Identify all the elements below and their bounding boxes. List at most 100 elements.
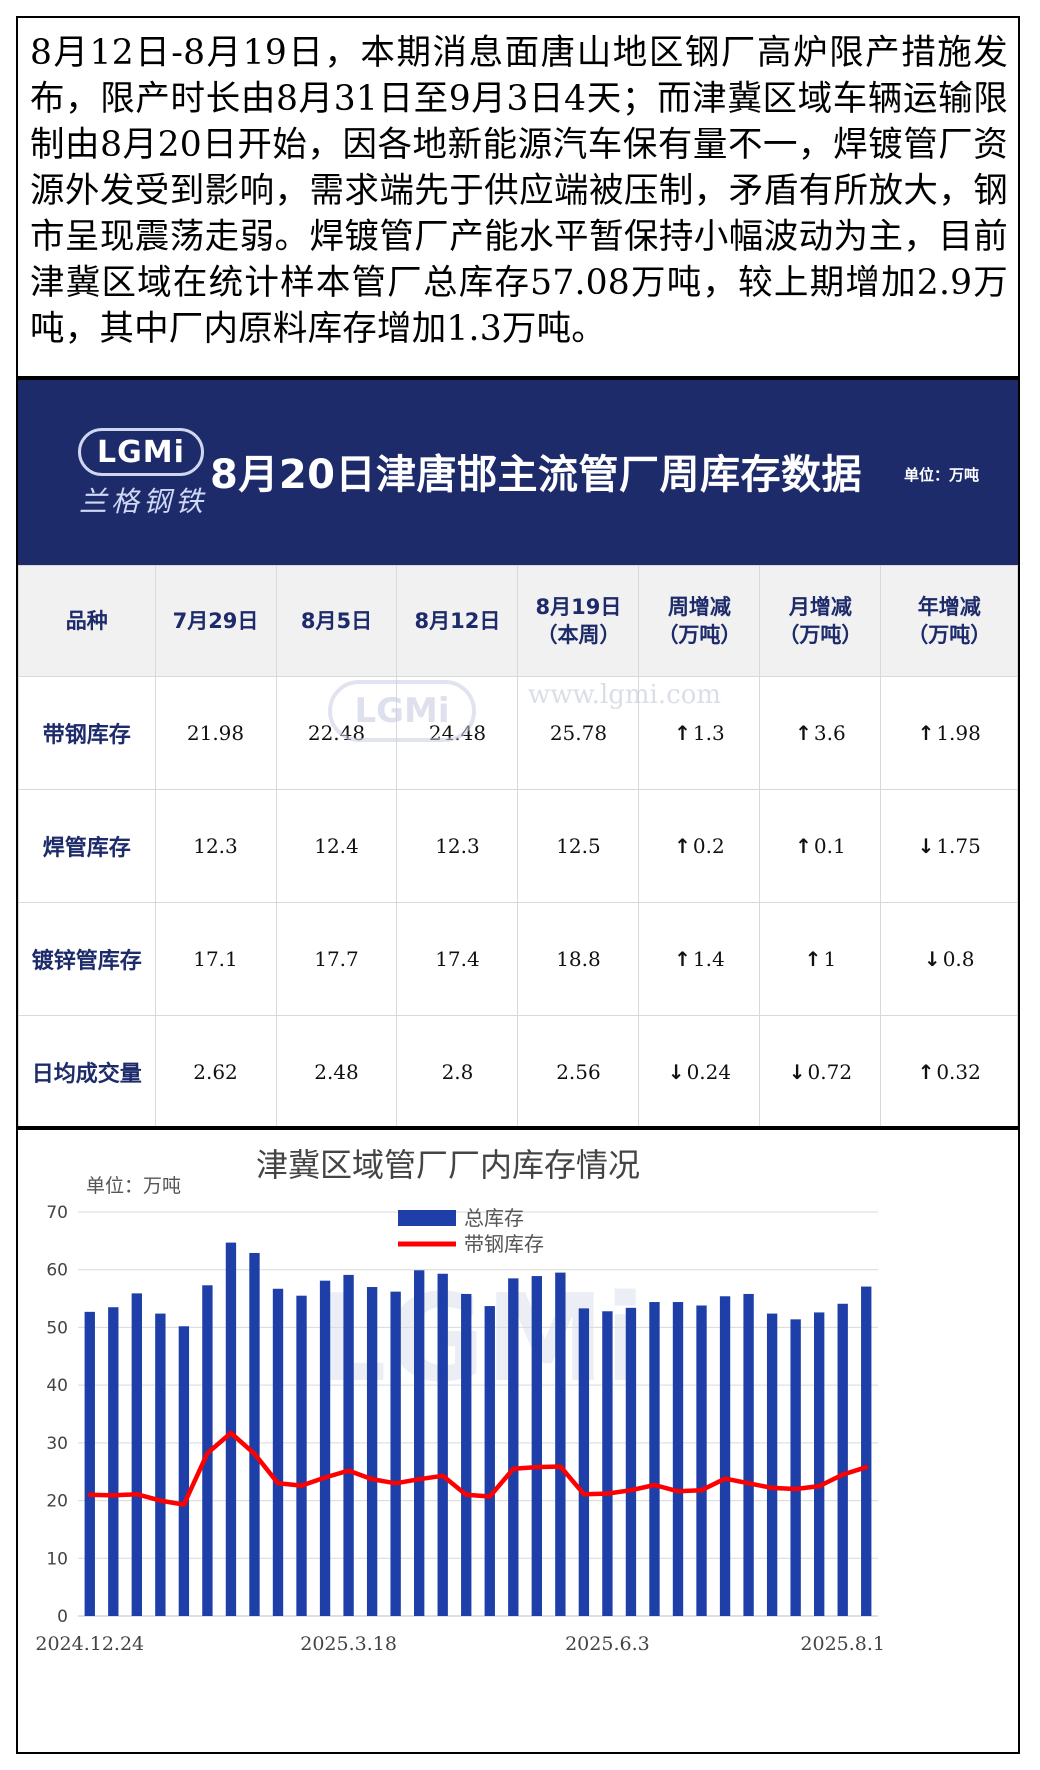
table-header-cell: 8月5日 [275,565,398,677]
change-value: 0.8 [942,947,975,971]
value-cell: 2.56 [517,1015,640,1126]
banner-unit: 单位：万吨 [904,466,980,484]
bar-total-inventory [649,1302,660,1616]
arrow-up-icon: ↑ [795,721,812,745]
arrow-down-icon: ↓ [667,1060,685,1084]
table-header-cell: 年增减 （万吨） [880,565,1018,677]
table-header-row: 品种 7月29日 8月5日 8月12日 8月19日 （本周） 周增减 （万吨） 月增减 （万吨）年… [18,565,1018,677]
y-tick-label: 20 [46,1492,68,1512]
value-cell: 25.78 [517,676,640,790]
change-cell: ↓ 0.72 [759,1015,882,1126]
header-line: （万吨） [778,623,863,647]
header-line: 8月12日 [414,609,501,633]
y-tick-label: 60 [46,1261,68,1281]
value-cell: 12.5 [517,789,640,903]
chart-watermark: LGMi [310,1270,646,1409]
header-line: （本周） [536,623,621,647]
value-cell: 12.4 [275,789,398,903]
arrow-down-icon: ↓ [923,947,941,971]
table-header-cell: 品种 [18,565,156,677]
change-cell: ↑ 0.32 [880,1015,1018,1126]
y-tick-label: 40 [46,1376,68,1396]
header-line: 8月19日 [535,595,622,619]
value-cell: 22.48 [275,676,398,790]
bar-total-inventory [743,1293,754,1616]
table-header-cell: 周增减 （万吨） [638,565,761,677]
change-value: 1.4 [692,947,725,971]
table-row: 焊管库存 12.3 12.4 12.3 12.5 ↑ 0.2 ↑ 0.1 ↓ 1.75 [18,789,1018,903]
intro-paragraph: 8月12日-8月19日，本期消息面唐山地区钢厂高炉限产措施发布，限产时长由8月3… [16,16,1020,378]
y-tick-label: 10 [46,1549,68,1569]
change-cell: ↓ 0.8 [880,902,1018,1016]
bar-total-inventory [84,1311,95,1616]
inventory-table-panel: LGMi 兰格钢铁 8月20日津唐邯主流管厂周库存数据 单位：万吨 品种 7月29… [16,378,1020,1128]
chart-title: 津冀区域管厂厂内库存情况 [256,1146,640,1184]
bar-total-inventory [484,1306,495,1616]
change-cell: ↑ 3.6 [759,676,882,790]
header-line: 年增减 [917,595,981,619]
header-line: 品种 [65,609,108,633]
value-cell: 18.8 [517,902,640,1016]
change-value: 0.2 [692,834,725,858]
change-value: 1.3 [692,721,725,745]
header-line: （万吨） [657,623,742,647]
y-tick-label: 0 [57,1607,68,1627]
change-cell: ↓ 1.75 [880,789,1018,903]
y-tick-label: 70 [46,1203,68,1223]
bar-total-inventory [249,1252,260,1616]
header-line: 7月29日 [172,609,259,633]
change-value: 3.6 [813,721,846,745]
bar-total-inventory [555,1272,566,1616]
bar-total-inventory [343,1274,354,1616]
bar-total-inventory [108,1307,119,1616]
chart-unit-label: 单位：万吨 [86,1175,181,1197]
inventory-chart: LGMi 0 10 20 30 40 50 60 70 2024.12.24 2025.3.18 20… [35,1146,885,1655]
table-header-cell: 8月12日 [396,565,519,677]
change-value: 1 [823,947,837,971]
value-cell: 2.62 [154,1015,277,1126]
bar-total-inventory [178,1326,190,1616]
value-cell: 24.48 [396,676,519,790]
change-value: 0.72 [807,1060,853,1084]
table-header-cell: 8月19日 （本周） [517,565,640,677]
x-tick-label: 2025.6.3 [565,1633,650,1655]
line-strip-steel-inventory [87,1430,869,1507]
change-value: 1.75 [936,834,981,858]
bar-total-inventory [790,1319,801,1616]
arrow-up-icon: ↑ [674,721,691,745]
change-value: 1.98 [936,721,981,745]
bar-total-inventory [461,1293,472,1616]
table-row: 带钢库存 21.98 22.48 24.48 25.78 ↑ 1.3 ↑ 3.6 ↑ 1.98 [18,676,1018,790]
arrow-up-icon: ↑ [917,1060,935,1084]
arrow-down-icon: ↓ [917,834,935,858]
change-cell: ↑ 1.4 [638,902,761,1016]
x-tick-label: 2025.8.1 [800,1633,885,1655]
bar-total-inventory [602,1311,613,1616]
change-cell: ↑ 1.3 [638,676,761,790]
change-cell: ↑ 1 [759,902,882,1016]
change-cell: ↓ 0.24 [638,1015,761,1126]
bar-total-inventory [390,1291,401,1616]
legend-swatch-bar [398,1210,456,1226]
change-cell: ↑ 1.98 [880,676,1018,790]
value-cell: 2.8 [396,1015,519,1126]
arrow-up-icon: ↑ [674,947,691,971]
arrow-up-icon: ↑ [795,834,812,858]
change-cell: ↑ 0.1 [759,789,882,903]
bar-total-inventory [625,1307,637,1616]
bar-total-inventory [296,1295,307,1616]
y-tick-label: 50 [46,1318,68,1338]
value-cell: 17.4 [396,902,519,1016]
row-label: 镀锌管库存 [18,902,156,1016]
x-tick-label: 2024.12.24 [35,1633,144,1655]
y-tick-label: 30 [46,1434,68,1454]
inventory-chart-panel: LGMi 0 10 20 30 40 50 60 70 2024.12.24 2025.3.18 20… [16,1128,1020,1754]
change-value: 0.1 [813,834,846,858]
bar-total-inventory [837,1303,848,1616]
bar-total-inventory [861,1286,872,1616]
bar-total-inventory [766,1313,778,1616]
arrow-up-icon: ↑ [804,947,822,971]
bar-total-inventory [814,1312,825,1616]
bar-total-inventory [366,1287,378,1616]
bar-total-inventory [131,1293,142,1616]
